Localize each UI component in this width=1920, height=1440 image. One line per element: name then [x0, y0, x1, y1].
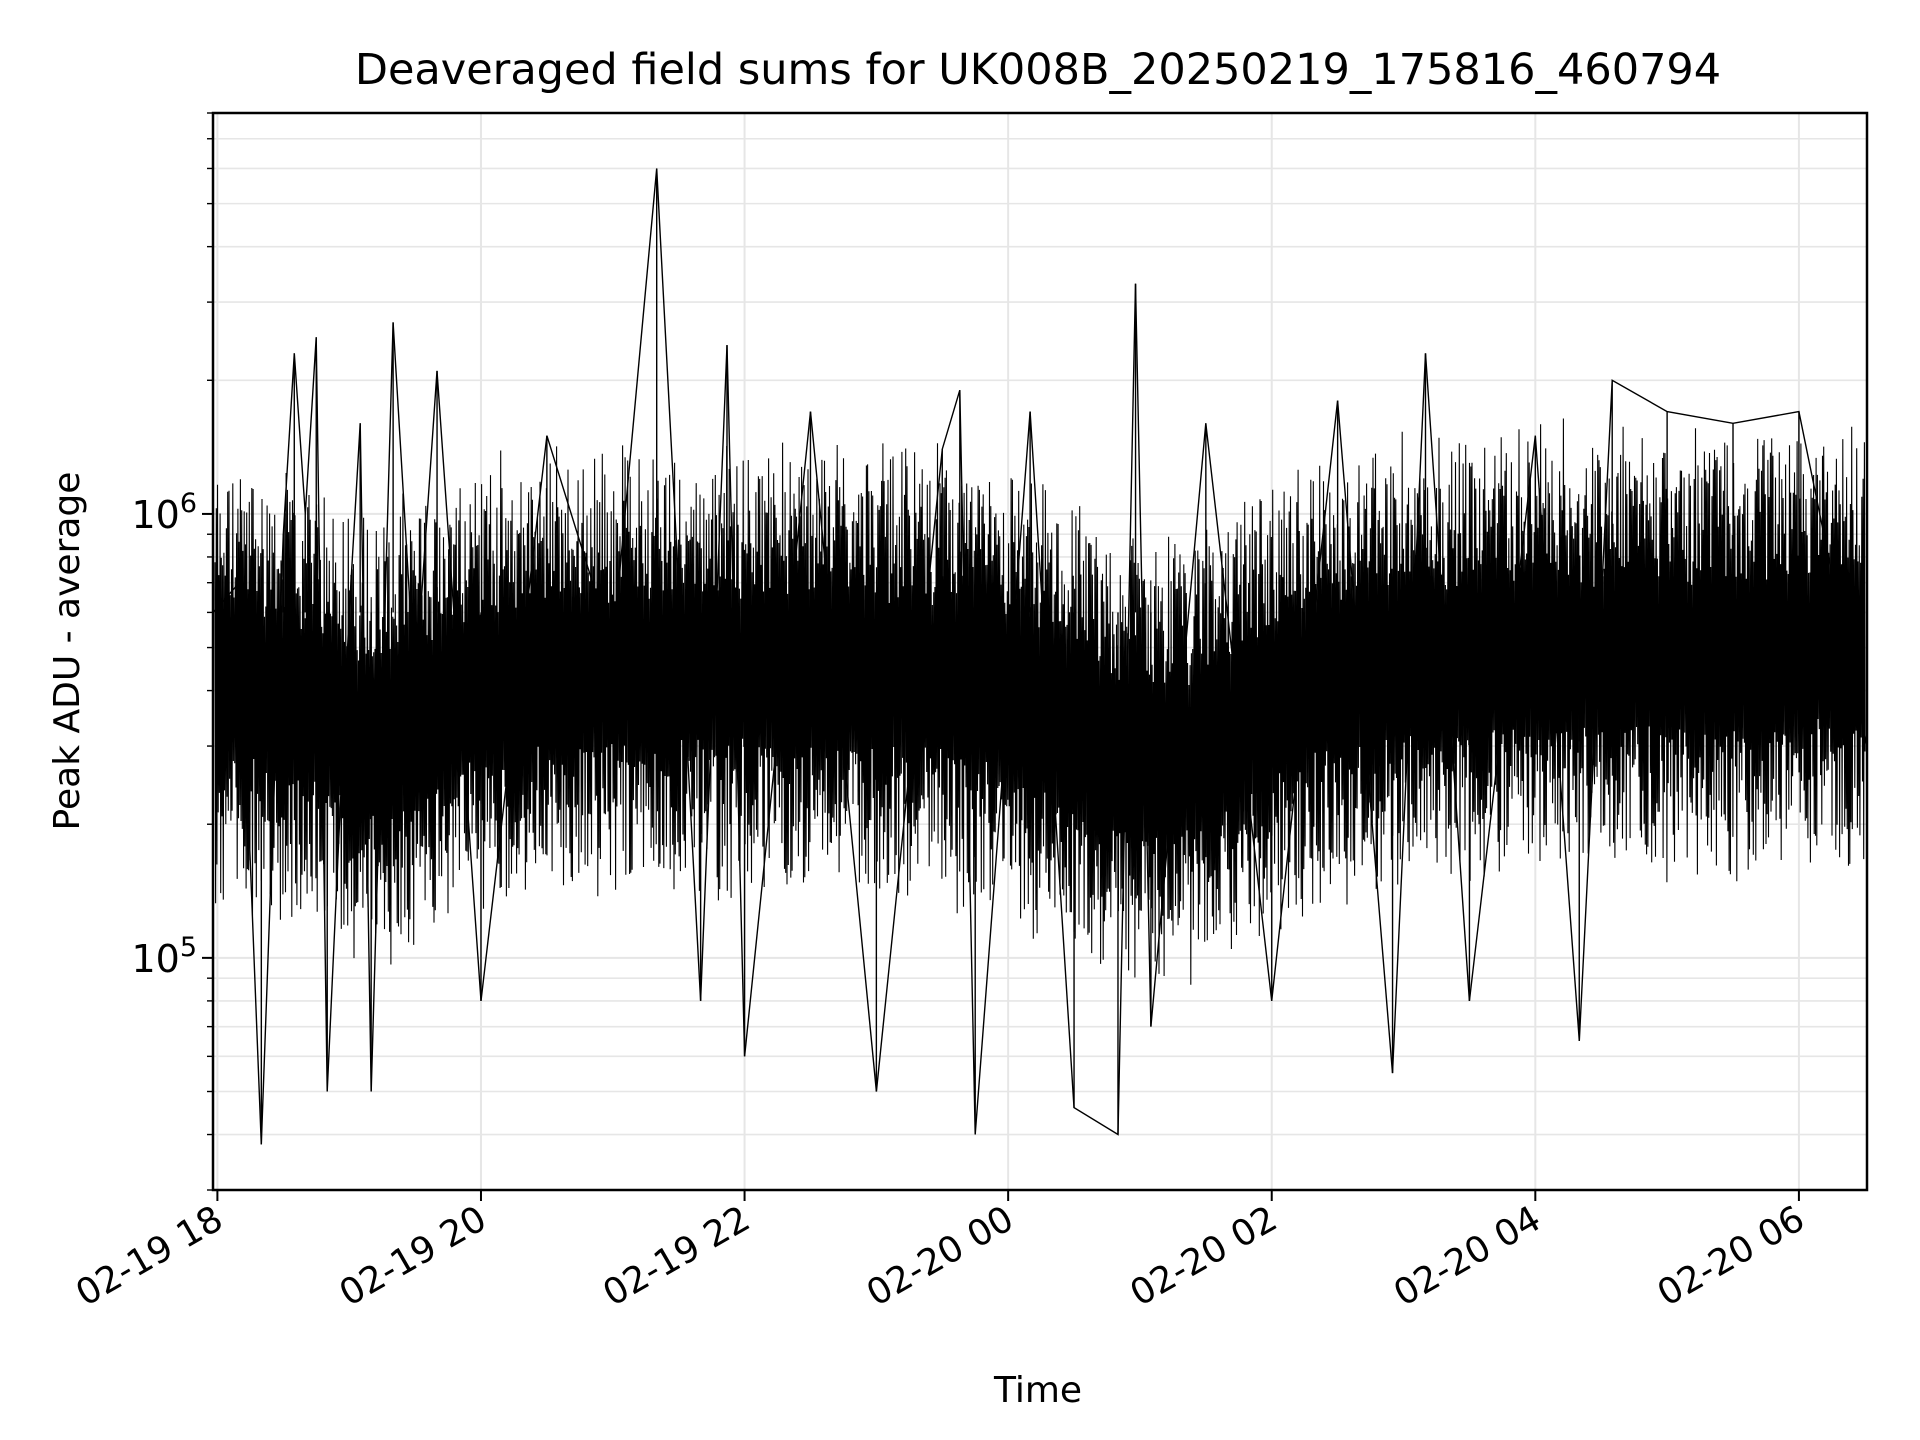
- y-tick-label: 106: [131, 488, 197, 537]
- y-tick-exponent: 6: [180, 488, 197, 519]
- chart-title: Deaveraged field sums for UK008B_2025021…: [355, 45, 1721, 95]
- series-noise-trace: [214, 418, 1866, 985]
- y-tick-base: 10: [131, 937, 179, 981]
- plot-frame: [211, 111, 1869, 1192]
- y-tick-base: 10: [131, 493, 179, 537]
- series-layer: [212, 168, 1868, 1145]
- y-axis-label: Peak ADU - average: [47, 472, 88, 831]
- y-tick-label: 105: [131, 932, 197, 981]
- y-tick-exponent: 5: [180, 932, 197, 963]
- x-axis-label: Time: [993, 1370, 1082, 1411]
